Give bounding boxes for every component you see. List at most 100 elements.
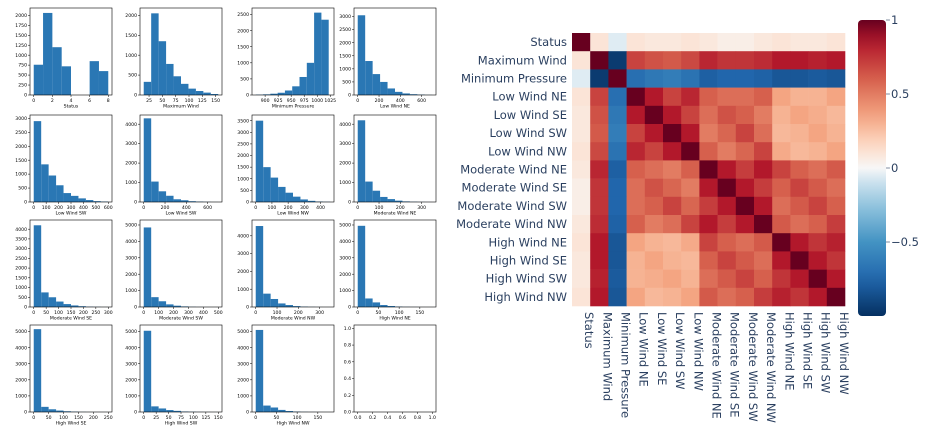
x-tick-label: 100 [154,310,163,316]
y-tick-label: 2000 [15,144,27,150]
heatmap-cell [608,270,627,289]
heatmap-cell [754,288,773,307]
y-tick-label: 2000 [237,269,249,275]
heatmap-cell [772,270,791,289]
heatmap-cell [754,179,773,198]
heatmap-cell [590,270,609,289]
x-tick-label: 6 [88,98,91,104]
y-tick-label: 3500 [15,237,27,243]
heatmap-cell [627,179,646,198]
heatmap-cell [645,270,664,289]
heatmap-cell [608,88,627,107]
heatmap-x-label: High Wind NW [837,312,851,395]
histogram-bar [166,304,173,307]
y-tick-label: 1000 [237,287,249,293]
heatmap-x-label: High Wind SE [801,312,815,389]
heatmap-cell [736,33,755,52]
heatmap-cell [590,51,609,69]
histogram-bar [256,121,263,202]
heatmap-cell [699,197,718,216]
histogram-bar [278,93,285,95]
heatmap-cell [572,197,591,216]
histogram-bar [365,298,372,307]
x-tick-label: 250 [104,415,113,421]
x-tick-label: 100 [273,310,282,316]
x-axis-label: Maximum Wind [163,104,199,110]
heatmap-cell [572,69,591,88]
x-axis-label: High Wind SW [165,421,198,427]
heatmap-cell [608,251,627,270]
heatmap-x-label: Low Wind NW [691,312,705,391]
histogram-bar [181,84,188,95]
heatmap-cell [645,51,664,69]
heatmap-cell [699,69,718,88]
y-tick-label: 1000 [15,172,27,178]
x-tick-label: 300 [300,205,309,211]
heatmap-cell [827,288,846,307]
heatmap-cell [790,197,809,216]
x-axis-label: Moderate Wind NE [374,211,417,217]
y-tick-label: 1250 [15,43,27,49]
histogram-bar [373,74,380,95]
histogram-bar [203,93,210,95]
histogram-bar [151,406,158,412]
heatmap-y-label: High Wind SE [490,254,567,268]
heatmap-cell [699,233,718,252]
histogram-bar [64,304,71,307]
y-tick-label: 3000 [339,141,351,147]
y-tick-label: 4000 [15,227,27,233]
heatmap-cell [663,88,682,107]
heatmap-cell [718,69,737,88]
histogram-bar [188,89,195,95]
y-tick-label: 2000 [237,377,249,383]
colorbar-tick-label: 1 [891,13,898,27]
y-tick-label: 0 [246,93,249,99]
histogram-bar [49,176,56,202]
heatmap-cell [699,124,718,143]
x-tick-label: 500 [91,205,100,211]
axes-frame [30,325,112,412]
heatmap-cell [645,288,664,307]
heatmap-cell [809,288,828,307]
x-tick-label: 200 [284,205,293,211]
y-tick-label: 0.2 [344,393,351,399]
y-tick-label: 3500 [237,118,249,124]
heatmap-cell [627,233,646,252]
y-tick-label: 2500 [237,12,249,18]
x-tick-label: 300 [315,310,324,316]
y-tick-label: 0 [134,200,137,206]
heatmap-cell [663,270,682,289]
x-tick-label: 0 [32,310,35,316]
heatmap-cell [572,124,591,143]
x-axis-label: Minimum Pressure [272,104,315,110]
y-tick-label: 2000 [125,377,137,383]
x-tick-label: 50 [166,415,172,421]
y-tick-label: 4000 [125,345,137,351]
y-tick-label: 1500 [125,33,137,39]
y-tick-label: 4000 [237,233,249,239]
y-tick-label: 1000 [15,285,27,291]
heatmap-cell [645,124,664,143]
x-tick-label: 300 [417,205,426,211]
heatmap-cell [645,88,664,107]
heatmap-cell [681,233,700,252]
heatmap-cell [627,106,646,125]
y-tick-label: 1000 [15,53,27,59]
x-tick-label: 0.0 [354,415,361,421]
x-tick-label: 0.6 [399,415,406,421]
heatmap-cell [718,233,737,252]
histogram-bar [43,13,52,95]
heatmap-cell [590,69,609,88]
y-tick-label: 2000 [339,161,351,167]
x-tick-label: 50 [159,98,165,104]
histogram-bar [278,303,285,307]
x-tick-label: 200 [375,98,384,104]
heatmap-cell [718,197,737,216]
histogram-bar [196,91,203,95]
heatmap-cell [627,88,646,107]
